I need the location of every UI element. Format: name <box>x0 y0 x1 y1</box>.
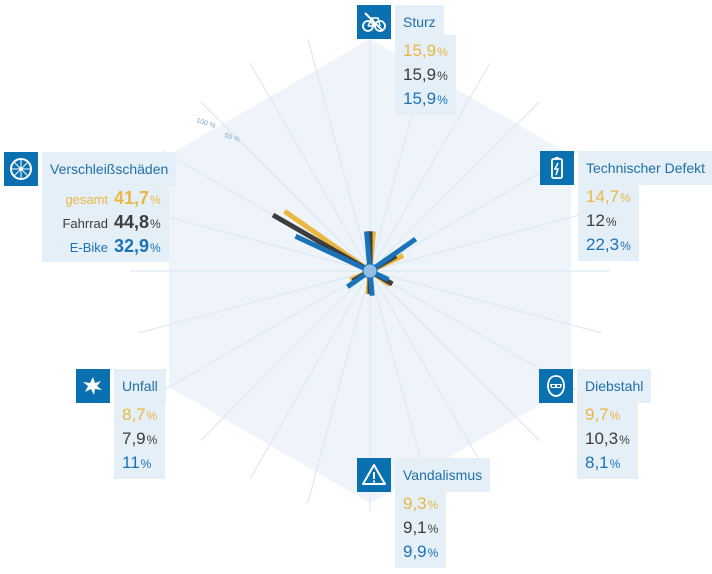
series-label-fahrrad: Fahrrad <box>62 216 108 231</box>
radar-spoke <box>369 270 602 334</box>
category-values: 9,3% 9,1% 9,9% <box>395 488 447 568</box>
category-title: Vandalismus <box>395 458 491 492</box>
scale-label-100: 100 % <box>195 117 216 130</box>
value-gesamt: 14,7 <box>586 187 620 206</box>
radar-spoke <box>199 270 371 442</box>
unit: % <box>427 546 439 560</box>
radar-spoke <box>249 62 371 272</box>
radar-spoke <box>307 270 371 503</box>
value-ebike: 32,9 <box>114 236 150 256</box>
value-gesamt: 8,7 <box>122 405 146 424</box>
bar-ebike-technischer-defekt <box>368 236 418 274</box>
unit: % <box>437 45 448 59</box>
unit: % <box>150 193 161 207</box>
category-values: 8,7% 7,9% 11% <box>114 399 166 479</box>
unit: % <box>605 215 617 229</box>
radar-spoke <box>199 100 371 272</box>
battery-icon <box>540 151 574 185</box>
center-hub <box>362 263 378 279</box>
category-values: 14,7% 12% 22,3% <box>578 181 639 261</box>
unit: % <box>150 217 161 231</box>
category-values: 9,7% 10,3% 8,1% <box>577 399 638 479</box>
value-fahrrad: 9,1 <box>403 518 427 537</box>
thief-mask-icon <box>539 369 573 403</box>
value-ebike: 15,9 <box>403 89 437 108</box>
series-label-gesamt: gesamt <box>65 192 108 207</box>
value-fahrrad: 44,8 <box>114 212 150 232</box>
value-ebike: 11 <box>122 453 140 472</box>
unit: % <box>427 498 439 512</box>
value-fahrrad: 10,3 <box>585 429 619 448</box>
category-title: Sturz <box>395 5 444 39</box>
series-label-ebike: E-Bike <box>69 240 108 255</box>
radar-spoke <box>369 100 541 272</box>
value-fahrrad: 15,9 <box>403 65 437 84</box>
radar-spoke <box>138 208 371 272</box>
radar-spoke <box>369 270 541 442</box>
category-title: Diebstahl <box>577 369 652 403</box>
radar-spoke <box>138 270 371 334</box>
unit: % <box>437 69 448 83</box>
value-gesamt: 41,7 <box>114 188 150 208</box>
value-fahrrad: 7,9 <box>122 429 146 448</box>
radar-spoke <box>369 270 491 480</box>
unit: % <box>619 433 630 447</box>
warning-triangle-icon <box>357 458 391 492</box>
value-gesamt: 15,9 <box>403 41 437 60</box>
value-gesamt: 9,7 <box>585 405 609 424</box>
unit: % <box>437 93 448 107</box>
value-ebike: 8,1 <box>585 453 609 472</box>
radar-spoke <box>307 39 371 272</box>
bicycle-crash-icon <box>357 5 391 39</box>
radar-spoke <box>369 208 602 272</box>
value-ebike: 9,9 <box>403 542 427 561</box>
category-values: gesamt 41,7% Fahrrad 44,8% E-Bike 32,9% <box>42 182 169 262</box>
unit: % <box>146 433 158 447</box>
unit: % <box>609 457 621 471</box>
radar-spoke <box>369 62 491 272</box>
scale-label-50: 50 % <box>223 132 240 144</box>
category-title: Verschleißschäden <box>42 152 177 186</box>
radar-spoke <box>161 270 371 392</box>
value-fahrrad: 12 <box>586 211 605 230</box>
wheel-icon <box>4 152 38 186</box>
unit: % <box>609 409 621 423</box>
unit: % <box>150 241 161 255</box>
value-gesamt: 9,3 <box>403 494 427 513</box>
unit: % <box>146 409 158 423</box>
bar-ebike-verschlei-sch-den <box>294 233 372 274</box>
value-ebike: 22,3 <box>586 235 620 254</box>
crash-impact-icon <box>76 369 110 403</box>
unit: % <box>620 239 631 253</box>
category-values: 15,9% 15,9% 15,9% <box>395 35 456 115</box>
unit: % <box>427 522 439 536</box>
category-title: Technischer Defekt <box>578 151 712 185</box>
radar-spoke <box>249 270 371 480</box>
unit: % <box>140 457 152 471</box>
unit: % <box>620 191 631 205</box>
category-title: Unfall <box>114 369 166 403</box>
